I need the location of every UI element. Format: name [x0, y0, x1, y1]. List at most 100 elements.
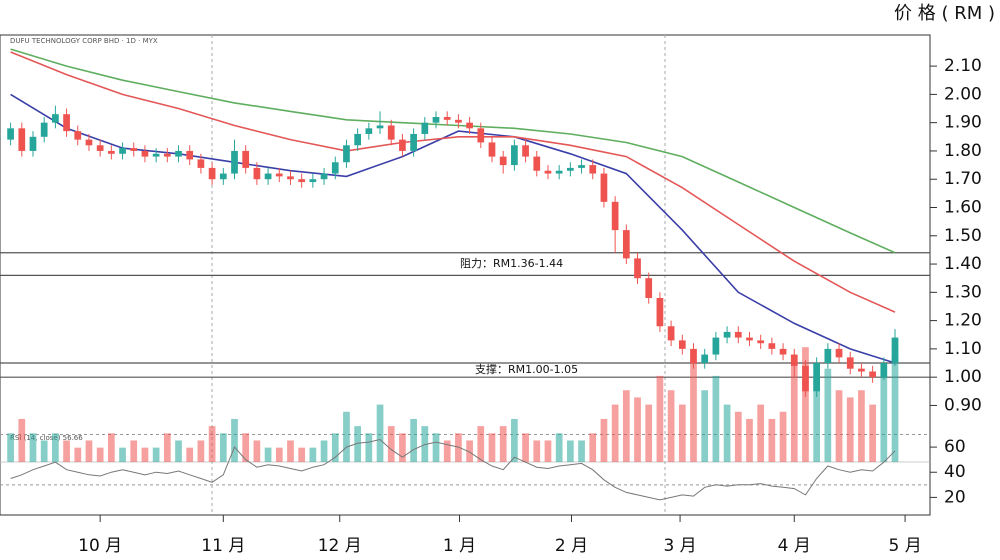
candle-body [701, 354, 709, 364]
volume-bar [298, 447, 306, 462]
candle-body [566, 167, 574, 171]
candle-body [320, 173, 328, 180]
x-tick-label: 2 月 [555, 536, 588, 556]
candle-body [376, 125, 384, 129]
candle-body [208, 167, 216, 180]
candle-body [152, 153, 160, 157]
candle-body [723, 331, 731, 338]
candle-body [410, 133, 417, 151]
volume-bar [107, 433, 115, 462]
volume-bar [74, 447, 82, 462]
volume-bar [343, 411, 350, 462]
candle-body [634, 258, 641, 279]
candle-body [477, 128, 485, 143]
candle-body [264, 173, 272, 180]
volume-bar [667, 390, 675, 462]
volume-bar [746, 418, 753, 462]
volume-bar [18, 418, 26, 462]
volume-bar [320, 440, 328, 462]
volume-bar [723, 404, 731, 462]
candle-body [354, 133, 362, 146]
candle-body [858, 368, 865, 372]
candle-body [18, 128, 26, 151]
candle-body [533, 156, 541, 171]
candle-body [197, 159, 205, 168]
candle-body [421, 122, 429, 134]
candle-body [399, 139, 406, 151]
rsi-label: RSI (14, close) 56.66 [10, 434, 83, 442]
y-tick-label: 1.80 [944, 141, 982, 161]
candle-body [365, 128, 373, 134]
volume-bar [7, 433, 14, 462]
volume-bar [331, 433, 339, 462]
volume-bar [242, 433, 250, 462]
rsi-line [10, 438, 896, 501]
rsi-tick-label: 40 [944, 462, 966, 482]
volume-bar [835, 390, 843, 462]
candle-body [7, 128, 14, 140]
volume-bar [466, 440, 473, 462]
volume-bar [354, 426, 362, 462]
candle-body [678, 340, 686, 349]
volume-bar [432, 433, 440, 462]
rsi-tick-label: 20 [944, 487, 966, 507]
volume-bar [376, 404, 384, 462]
candle-body [790, 354, 798, 366]
volume-bar [522, 433, 529, 462]
volume-bar [29, 433, 37, 462]
candle-body [622, 230, 630, 259]
candle-body [656, 297, 664, 327]
volume-bar [287, 440, 294, 462]
candle-body [298, 179, 306, 183]
volume-bar [891, 354, 899, 462]
y-tick-label: 1.60 [944, 197, 982, 217]
volume-bar [141, 447, 149, 462]
volume-bar [275, 447, 283, 462]
volume-bar [678, 404, 686, 462]
candle-body [443, 117, 451, 120]
candle-body [275, 173, 283, 177]
candle-body [600, 173, 608, 202]
volume-bar [130, 440, 138, 462]
volume-bar [645, 404, 653, 462]
volume-bar [790, 361, 798, 462]
volume-bar [219, 433, 227, 462]
candle-body [287, 176, 294, 180]
volume-bar [231, 418, 238, 462]
candle-body [578, 165, 585, 168]
candle-body [231, 150, 238, 174]
candle-body [52, 114, 59, 123]
y-tick-label: 1.30 [944, 282, 982, 302]
candle-body [219, 173, 227, 180]
volume-bar [701, 390, 709, 462]
candle-body [589, 165, 597, 174]
candle-body [175, 150, 182, 157]
y-tick-label: 2.00 [944, 84, 982, 104]
candle-body [544, 170, 552, 174]
candle-body [511, 145, 518, 166]
y-tick-label: 1.20 [944, 311, 982, 331]
candle-body [331, 162, 339, 174]
candle-body [29, 136, 37, 151]
candle-body [107, 150, 115, 154]
x-tick-label: 12 月 [318, 536, 362, 556]
x-tick-label: 11 月 [201, 536, 245, 556]
candle-body [611, 201, 619, 231]
volume-bar [712, 375, 720, 462]
y-tick-label: 1.40 [944, 254, 982, 274]
volume-bar [208, 426, 216, 462]
volume-bar [175, 440, 182, 462]
candle-body [130, 148, 138, 151]
candle-body [712, 337, 720, 355]
candle-body [802, 365, 809, 392]
x-tick-label: 5 月 [888, 536, 921, 556]
volume-bar [163, 433, 171, 462]
axis-title: 价 格 ( RM ) [894, 3, 995, 24]
x-tick-label: 10 月 [78, 536, 122, 556]
candle-body [499, 156, 507, 166]
volume-bar [399, 433, 406, 462]
volume-bar [309, 447, 317, 462]
candle-body [119, 148, 126, 154]
candle-body [387, 125, 395, 140]
y-tick-label: 2.10 [944, 56, 982, 76]
